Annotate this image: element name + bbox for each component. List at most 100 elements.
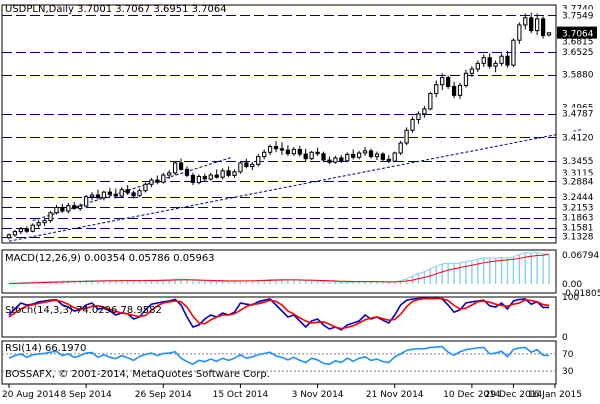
candle[interactable] xyxy=(196,174,202,185)
candle[interactable] xyxy=(499,53,504,67)
candle[interactable] xyxy=(78,203,83,211)
candle[interactable] xyxy=(226,166,231,178)
candle[interactable] xyxy=(95,189,101,200)
candle[interactable] xyxy=(356,150,362,160)
candle[interactable] xyxy=(535,13,540,35)
candle[interactable] xyxy=(184,166,190,178)
candle[interactable] xyxy=(244,158,249,169)
candle[interactable] xyxy=(190,172,196,186)
candle[interactable] xyxy=(250,162,255,171)
candle[interactable] xyxy=(540,16,546,39)
candle[interactable] xyxy=(392,151,397,163)
candle[interactable] xyxy=(66,202,71,214)
candle[interactable] xyxy=(119,187,124,198)
candle[interactable] xyxy=(309,150,314,161)
candle[interactable] xyxy=(30,223,35,233)
candle[interactable] xyxy=(434,80,439,98)
candle[interactable] xyxy=(410,116,415,133)
candles[interactable] xyxy=(6,12,552,240)
candle[interactable] xyxy=(173,161,178,176)
candle-body xyxy=(315,151,320,155)
candle[interactable] xyxy=(72,202,77,210)
candle[interactable] xyxy=(422,106,427,118)
candle[interactable] xyxy=(267,144,273,156)
candle[interactable] xyxy=(83,194,89,208)
candle[interactable] xyxy=(297,145,302,157)
candle[interactable] xyxy=(487,53,492,69)
candle[interactable] xyxy=(262,149,267,160)
candle[interactable] xyxy=(6,233,12,240)
candle[interactable] xyxy=(517,22,522,44)
candle[interactable] xyxy=(161,172,166,184)
candle[interactable] xyxy=(167,170,172,179)
candle[interactable] xyxy=(107,187,112,197)
candle[interactable] xyxy=(12,229,18,237)
candle[interactable] xyxy=(428,91,433,111)
candle[interactable] xyxy=(315,147,320,156)
candle[interactable] xyxy=(446,75,451,89)
candle[interactable] xyxy=(303,148,308,162)
candle[interactable] xyxy=(546,32,552,37)
candle[interactable] xyxy=(273,140,279,153)
candle[interactable] xyxy=(481,54,486,67)
candle[interactable] xyxy=(131,190,136,199)
candle[interactable] xyxy=(202,173,207,182)
candle[interactable] xyxy=(24,226,29,234)
candle[interactable] xyxy=(279,142,285,156)
candle[interactable] xyxy=(256,154,261,167)
candle[interactable] xyxy=(178,158,184,171)
candle[interactable] xyxy=(54,204,59,215)
candle[interactable] xyxy=(149,177,154,188)
candle[interactable] xyxy=(351,149,356,160)
candle[interactable] xyxy=(143,182,148,193)
candle[interactable] xyxy=(451,81,457,99)
candle[interactable] xyxy=(291,146,296,156)
candle[interactable] xyxy=(416,111,421,124)
candle[interactable] xyxy=(362,146,368,156)
candle[interactable] xyxy=(368,148,374,159)
candle[interactable] xyxy=(333,155,338,164)
candle[interactable] xyxy=(208,172,213,181)
candle[interactable] xyxy=(404,127,409,146)
candle[interactable] xyxy=(232,169,237,178)
support-resistance-levels xyxy=(2,15,556,238)
candle[interactable] xyxy=(380,152,385,162)
level-label: 3.3455 xyxy=(562,157,594,167)
candle[interactable] xyxy=(113,188,118,199)
candle[interactable] xyxy=(18,226,23,235)
candle[interactable] xyxy=(125,185,130,195)
candle[interactable] xyxy=(493,60,498,73)
candle[interactable] xyxy=(463,69,469,88)
candle-body xyxy=(66,205,71,212)
candle[interactable] xyxy=(137,188,142,198)
candle[interactable] xyxy=(440,73,445,91)
candle[interactable] xyxy=(374,151,380,161)
candle[interactable] xyxy=(101,190,107,201)
candle[interactable] xyxy=(321,151,326,163)
candle[interactable] xyxy=(48,210,53,223)
candle[interactable] xyxy=(238,161,243,174)
candle[interactable] xyxy=(529,12,534,34)
candle[interactable] xyxy=(60,203,65,213)
candle[interactable] xyxy=(42,218,47,226)
candle[interactable] xyxy=(523,13,528,30)
candle[interactable] xyxy=(155,175,160,185)
candle[interactable] xyxy=(511,38,516,67)
candle[interactable] xyxy=(469,66,475,77)
candle[interactable] xyxy=(36,219,41,228)
candle[interactable] xyxy=(475,60,480,72)
candle[interactable] xyxy=(505,50,510,68)
candle[interactable] xyxy=(89,192,95,201)
candle[interactable] xyxy=(220,168,225,180)
candle[interactable] xyxy=(386,155,391,163)
candle[interactable] xyxy=(457,82,463,99)
candle[interactable] xyxy=(285,145,291,156)
time-tick-label: 26 Sep 2014 xyxy=(135,390,192,400)
candle[interactable] xyxy=(339,155,344,163)
candle[interactable] xyxy=(345,152,350,163)
candle[interactable] xyxy=(214,169,219,179)
candle[interactable] xyxy=(398,140,403,156)
candle[interactable] xyxy=(327,156,332,165)
